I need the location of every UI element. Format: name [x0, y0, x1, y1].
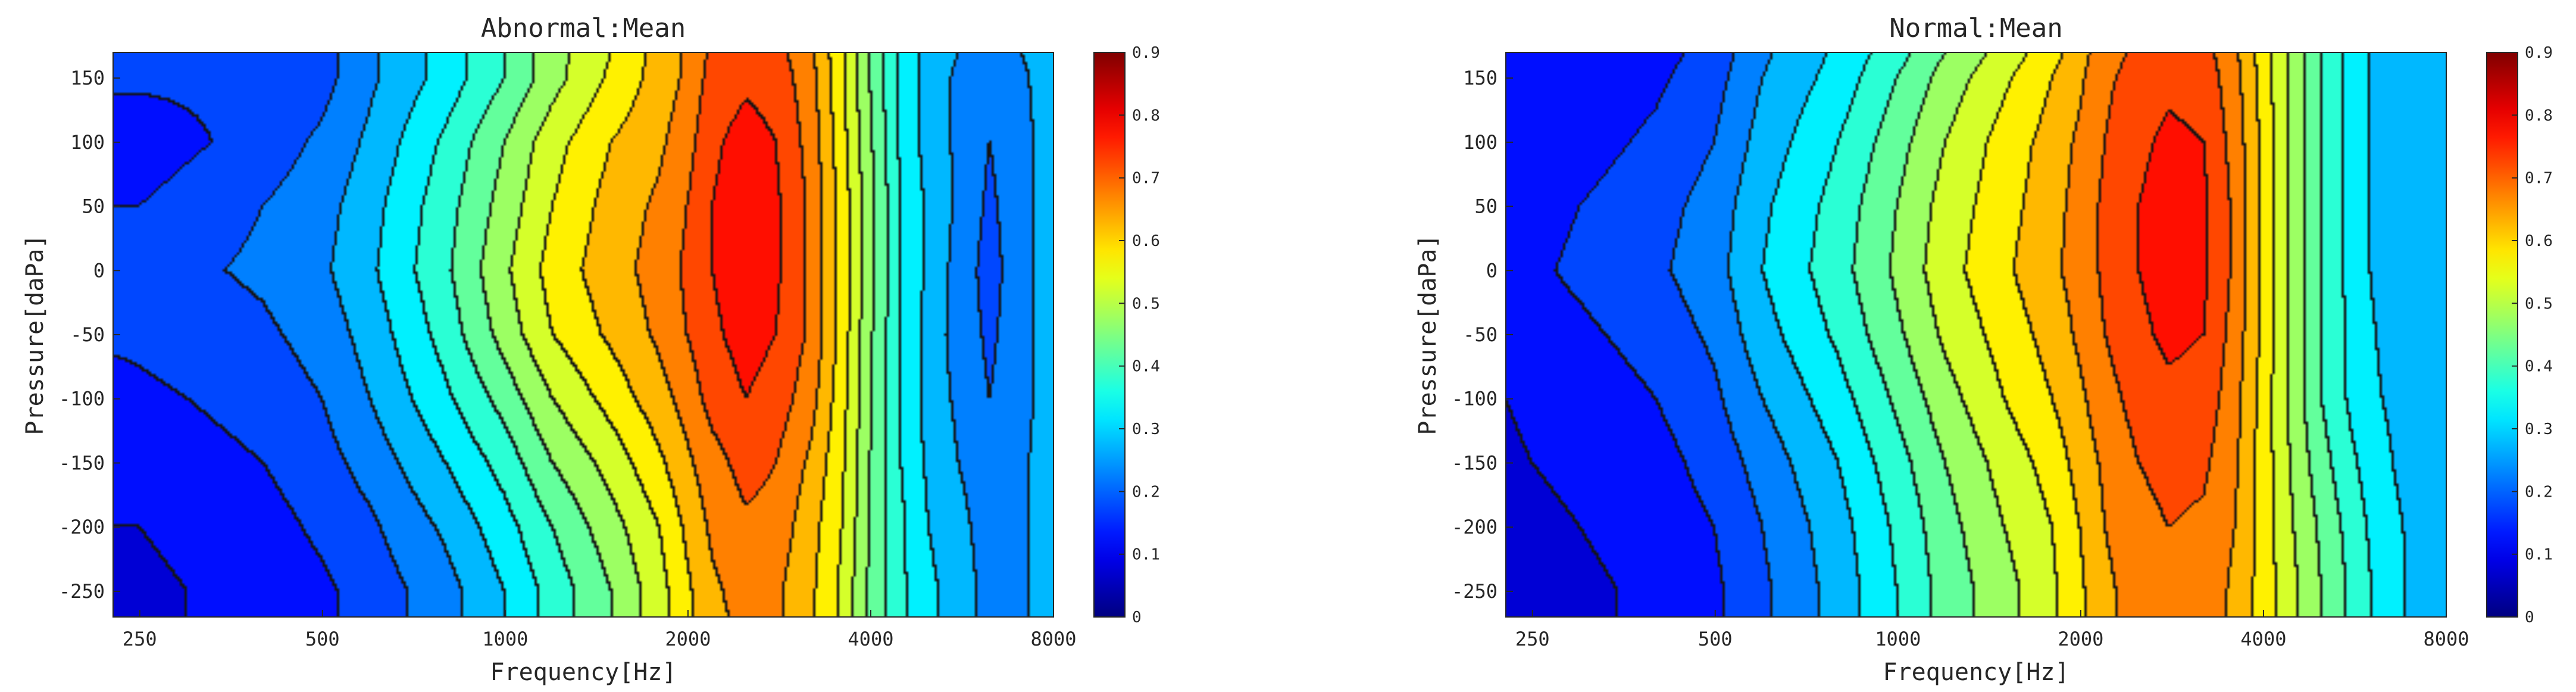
colorbar-gradient — [1093, 52, 1126, 618]
y-tick-label: 100 — [70, 131, 105, 154]
colorbar-tick-label: 0.1 — [2525, 546, 2553, 564]
colorbar-tick-label: 0 — [1132, 609, 1142, 626]
x-tick-label: 4000 — [2240, 628, 2286, 650]
y-tick-label: 150 — [70, 67, 105, 89]
colorbar-tick-label: 0.4 — [1132, 358, 1160, 376]
colorbar-gradient — [2486, 52, 2518, 618]
colorbar-tick-label: 0.8 — [1132, 107, 1160, 124]
colorbar-tick-label: 0.6 — [2525, 232, 2553, 250]
y-tick-label: -100 — [59, 388, 105, 410]
contour-field — [113, 52, 1053, 617]
colorbar-tick-label: 0.1 — [1132, 546, 1160, 564]
x-tick-label: 500 — [1698, 628, 1733, 650]
y-axis-label: Pressure[daPa] — [1414, 234, 1442, 435]
contour-field — [1506, 52, 2446, 617]
chart-title: Normal:Mean — [1889, 13, 2062, 43]
x-tick-label: 4000 — [848, 628, 893, 650]
y-tick-label: -50 — [1463, 323, 1498, 346]
y-tick-label: 150 — [1463, 67, 1498, 89]
colorbar-tick-label: 0.3 — [1132, 420, 1160, 438]
colorbar: 0 0.1 0.2 0.3 0.4 0.5 0.6 0.7 0.8 0.9 — [2486, 44, 2553, 626]
y-tick-label: 50 — [1474, 195, 1498, 218]
y-tick-label: -250 — [59, 580, 105, 603]
y-tick-label: -150 — [1452, 451, 1498, 474]
x-tick-label: 8000 — [1030, 628, 1076, 650]
x-tick-label: 1000 — [482, 628, 528, 650]
x-tick-label: 500 — [305, 628, 340, 650]
y-tick-label: -200 — [1452, 516, 1498, 538]
x-axis-label: Frequency[Hz] — [490, 659, 676, 686]
y-tick-label: -250 — [1452, 580, 1498, 603]
y-tick-label: 0 — [93, 259, 105, 282]
colorbar-tick-label: 0.8 — [2525, 107, 2553, 124]
colorbar-tick-label: 0 — [2525, 609, 2534, 626]
x-tick-label: 250 — [1515, 628, 1550, 650]
colorbar-tick-label: 0.4 — [2525, 358, 2553, 376]
x-axis-label: Frequency[Hz] — [1883, 659, 2069, 686]
chart-title: Abnormal:Mean — [481, 13, 686, 43]
colorbar-tick-label: 0.7 — [2525, 170, 2553, 188]
y-tick-label: 0 — [1486, 259, 1498, 282]
y-tick-label: -50 — [70, 323, 105, 346]
colorbar: 0 0.1 0.2 0.3 0.4 0.5 0.6 0.7 0.8 0.9 — [1093, 44, 1160, 626]
x-tick-label: 8000 — [2423, 628, 2469, 650]
colorbar-tick-label: 0.7 — [1132, 170, 1160, 188]
y-tick-label: -100 — [1452, 388, 1498, 410]
colorbar-tick-label: 0.2 — [2525, 483, 2553, 501]
y-tick-label: 100 — [1463, 131, 1498, 154]
colorbar-tick-label: 0.5 — [2525, 295, 2553, 313]
y-tick-label: 50 — [82, 195, 105, 218]
colorbar-tick-label: 0.2 — [1132, 483, 1160, 501]
y-tick-label: -200 — [59, 516, 105, 538]
y-axis-label: Pressure[daPa] — [21, 234, 49, 435]
x-tick-label: 1000 — [1875, 628, 1921, 650]
x-tick-label: 250 — [123, 628, 157, 650]
colorbar-tick-label: 0.3 — [2525, 420, 2553, 438]
y-tick-label: -150 — [59, 451, 105, 474]
x-tick-label: 2000 — [2058, 628, 2103, 650]
colorbar-tick-label: 0.6 — [1132, 232, 1160, 250]
colorbar-tick-label: 0.9 — [2525, 44, 2553, 62]
colorbar-tick-label: 0.5 — [1132, 295, 1160, 313]
colorbar-tick-label: 0.9 — [1132, 44, 1160, 62]
x-tick-label: 2000 — [665, 628, 711, 650]
